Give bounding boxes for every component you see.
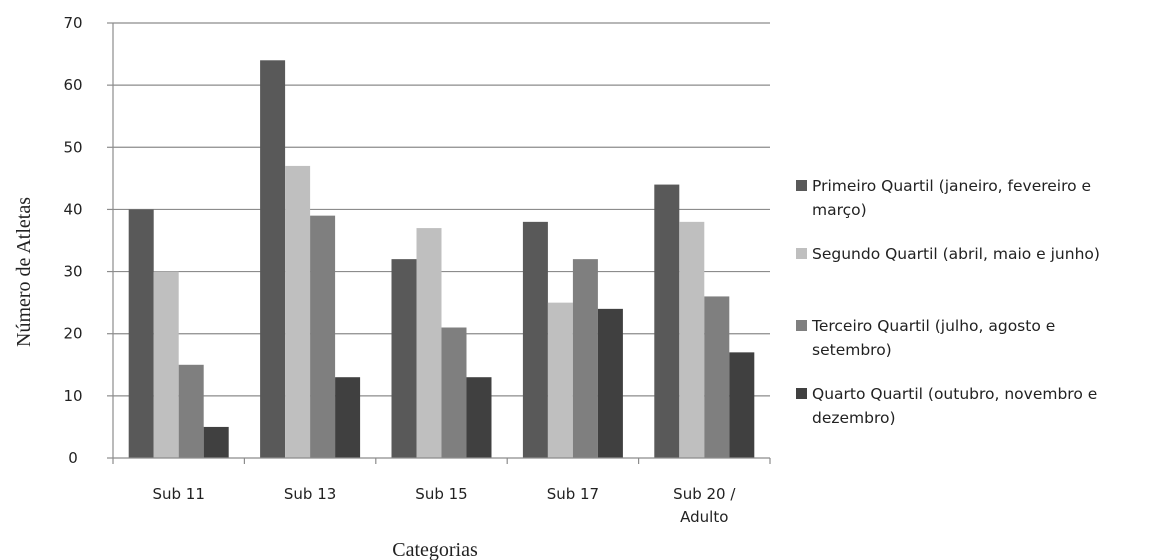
x-tick-label: Sub 17 [547,485,599,503]
bar [654,184,680,459]
legend-swatch [796,248,807,259]
bars [128,60,755,459]
bar [128,209,154,458]
x-tick-label-line: Sub 15 [415,485,467,503]
legend-swatch [796,320,807,331]
y-tick-label: 20 [63,325,82,343]
legend: Primeiro Quartil (janeiro, fevereiro e ma… [796,177,1100,427]
x-tick-label-line: Adulto [680,508,728,526]
bar [572,259,598,458]
y-tick-label: 10 [63,387,82,405]
legend-label: Primeiro Quartil (janeiro, fevereiro e ma… [812,177,1091,219]
x-tick-label: Sub 15 [415,485,467,503]
x-tick-label: Sub 20 / Adulto [673,485,736,526]
bar [260,60,286,459]
y-tick-label: 60 [63,76,82,94]
bar [466,377,492,458]
y-tick-label: 30 [63,263,82,281]
y-axis-title: Número de Atletas [13,197,35,347]
legend-label-line: Segundo Quartil (abril, maio e junho) [812,245,1100,263]
bar [704,296,730,458]
y-tick-label: 40 [63,200,82,218]
bar [310,215,336,458]
bar [597,308,623,458]
bar [335,377,361,458]
y-tick-label: 70 [63,14,82,32]
legend-label-line: março) [812,201,867,219]
x-tick-label: Sub 11 [152,485,204,503]
bar [153,271,179,458]
bar [547,302,573,458]
y-tick-label: 50 [63,138,82,156]
bar [285,165,311,458]
legend-label: Segundo Quartil (abril, maio e junho) [812,245,1100,263]
legend-label-line: setembro) [812,341,892,359]
x-tick-label-line: Sub 20 / [673,485,736,503]
x-tick-label: Sub 13 [284,485,336,503]
legend-label: Terceiro Quartil (julho, agosto e setembr… [811,317,1055,359]
bar [391,259,417,458]
legend-label-line: dezembro) [812,409,896,427]
x-tick-label-line: Sub 13 [284,485,336,503]
bar [416,228,442,458]
y-tick-label: 0 [68,449,78,467]
legend-swatch [796,180,807,191]
bar [522,221,548,458]
x-axis-title: Categorias [392,539,478,560]
x-tick-label-line: Sub 17 [547,485,599,503]
bar [178,364,204,458]
legend-label-line: Primeiro Quartil (janeiro, fevereiro e [812,177,1091,195]
bar [679,221,705,458]
bar [729,352,755,458]
x-tick-label-line: Sub 11 [152,485,204,503]
legend-label-line: Terceiro Quartil (julho, agosto e [811,317,1055,335]
legend-label: Quarto Quartil (outubro, novembro e dezem… [812,385,1097,427]
bar [441,327,467,458]
legend-swatch [796,388,807,399]
legend-label-line: Quarto Quartil (outubro, novembro e [812,385,1097,403]
bar [203,426,229,458]
axes: 0 10 20 30 40 50 60 70 Sub 11 Sub 13 Sub 15 Sub 17 S… [63,14,771,526]
